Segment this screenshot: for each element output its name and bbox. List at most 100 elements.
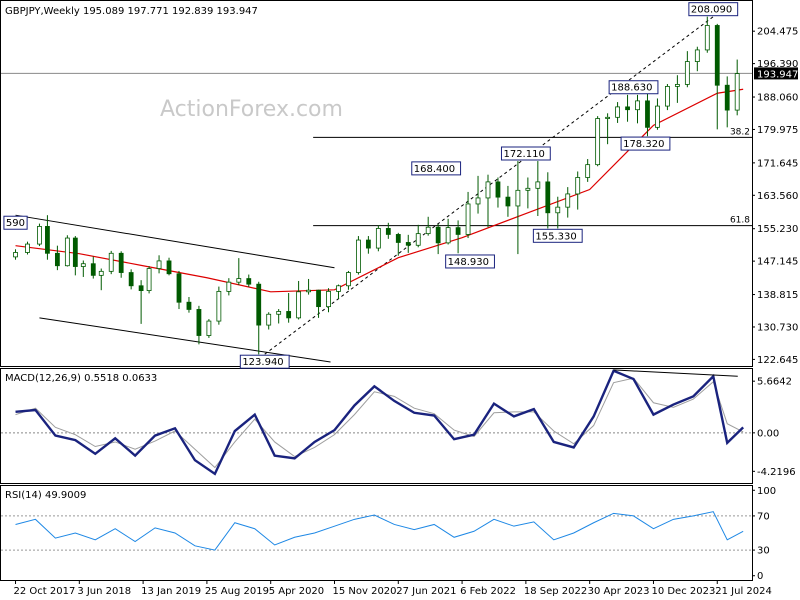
candle-body [356, 239, 361, 273]
price-annotation: 590 [3, 215, 28, 230]
rsi-ytick-label: 30 [757, 546, 770, 557]
axis-layer: 204.475 196.390 188.060 179.975 171.645 163.5… [14, 27, 799, 597]
price-annotation: 148.930 [445, 254, 495, 269]
macd-layer [1, 369, 752, 476]
candle-body [435, 226, 441, 244]
xtick-label: 18 Sep 2022 [524, 586, 587, 597]
candle-body [734, 73, 740, 111]
candle-body [72, 237, 78, 267]
price-ytick-label: 138.815 [757, 290, 798, 301]
candle-body [575, 177, 581, 195]
annotation-box [411, 161, 462, 176]
candle [475, 175, 481, 214]
candle-body [405, 242, 411, 246]
candle [455, 220, 461, 254]
annotation-box [445, 254, 495, 269]
annotation-box [620, 136, 671, 151]
watermark: ActionForex.com [160, 97, 343, 122]
price-header: GBPJPY,Weekly 195.089 197.771 192.839 19… [5, 6, 258, 17]
candle-body [186, 301, 192, 310]
candle-body [455, 227, 461, 235]
candle [276, 309, 282, 324]
trendline-channel-lower [39, 317, 331, 363]
candle [64, 235, 70, 267]
xtick-label: 3 Jun 2018 [77, 586, 131, 597]
candle [674, 75, 680, 103]
candle [118, 251, 124, 278]
candle-body [138, 285, 144, 291]
price-ytick-label: 171.645 [757, 158, 798, 169]
candle-body [196, 309, 202, 336]
xtick-label: 5 Apr 2020 [269, 586, 324, 597]
candle-body [674, 84, 680, 87]
candle-body [665, 86, 670, 107]
annotation-text: 590 [6, 218, 25, 229]
candle-body [166, 260, 172, 275]
rsi-layer [1, 511, 752, 551]
candle [266, 312, 272, 330]
annotation-box [688, 2, 739, 17]
candle [336, 284, 341, 300]
price-annotation: 178.320 [620, 136, 671, 151]
candle-body [425, 226, 431, 235]
candle-body [465, 203, 471, 235]
candle [128, 269, 134, 290]
candle-body [128, 272, 134, 287]
xtick-label: 21 Jul 2024 [715, 586, 772, 597]
candle-body [415, 233, 421, 246]
xtick-label: 15 Nov 2020 [332, 586, 396, 597]
candle-body [246, 278, 252, 285]
candle-body [80, 263, 86, 267]
candle-body [45, 226, 50, 254]
candle [395, 232, 401, 256]
rsi-header: RSI(14) 49.9009 [5, 490, 86, 501]
trendline-macd-divergence [613, 369, 738, 377]
candle-body [515, 189, 521, 207]
candle-body [266, 313, 272, 326]
candle [525, 177, 531, 209]
candle-body [118, 252, 124, 273]
candle [256, 281, 262, 355]
candle [425, 216, 431, 236]
candle-body [565, 193, 571, 208]
candle [98, 268, 104, 291]
candle [365, 236, 371, 254]
candle-body [336, 285, 341, 292]
price-ytick-label: 122.645 [757, 355, 798, 366]
candle-body [714, 25, 720, 86]
candle-body [445, 227, 451, 244]
candle [465, 191, 471, 239]
macd-ytick-label: 5.6642 [757, 377, 792, 388]
fib-label: 61.8 [730, 216, 750, 226]
price-layer: 38.2 61.8 590 123.940 148.930 155.330 168.400 1… [1, 2, 752, 369]
candle-body [64, 237, 70, 267]
candle [13, 249, 18, 260]
rsi-ytick-label: 70 [757, 511, 770, 522]
candle [605, 113, 611, 145]
annotation-box [3, 215, 28, 230]
candle [555, 196, 561, 229]
candle-body [54, 252, 60, 267]
candle-body [595, 118, 601, 166]
candle-body [395, 234, 401, 243]
macd-ytick-label: -4.2196 [757, 467, 796, 478]
candle [485, 174, 491, 228]
candle [45, 215, 50, 260]
candle [306, 278, 311, 295]
candle-body [316, 289, 321, 308]
candle-body [216, 290, 222, 322]
candle [37, 223, 42, 247]
candle-body [176, 273, 182, 303]
price-annotation: 168.400 [411, 161, 462, 176]
annotation-text: 148.930 [448, 257, 489, 268]
candle-body [655, 105, 660, 128]
candle [535, 161, 541, 216]
candle-body [226, 281, 232, 292]
candle [108, 250, 114, 275]
annotation-text: 168.400 [414, 164, 455, 175]
candle [645, 93, 650, 137]
rsi-ytick-label: 0 [757, 571, 763, 582]
candle-body [146, 268, 152, 291]
candle [655, 98, 660, 130]
candle-body [90, 263, 96, 276]
